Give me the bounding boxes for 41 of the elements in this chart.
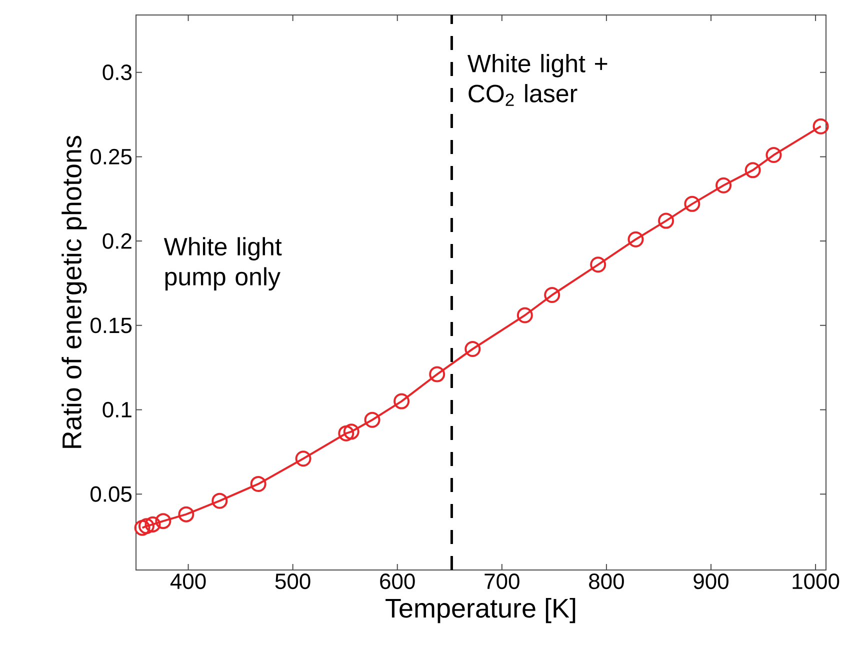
x-tick-label: 400	[170, 574, 206, 590]
point	[516, 307, 533, 324]
point	[744, 162, 761, 178]
point	[394, 393, 410, 410]
x-tick-label: 800	[589, 574, 624, 590]
point	[138, 518, 154, 534]
x-tick-label: 900	[694, 574, 728, 590]
point	[144, 516, 161, 532]
x-tick-label: 700	[484, 574, 520, 590]
annotation: White light + CO$_{2}$ laser	[468, 54, 608, 106]
point	[338, 425, 354, 442]
point	[590, 256, 606, 273]
point	[684, 196, 700, 212]
point	[343, 424, 360, 440]
point	[364, 412, 380, 428]
point	[464, 341, 481, 357]
point	[250, 476, 266, 492]
point	[429, 366, 446, 382]
point	[658, 212, 674, 229]
point	[212, 492, 228, 509]
point	[178, 506, 194, 522]
y-axis-title: Ratio of energetic photons	[62, 136, 87, 448]
y-tick-label: 0.3	[102, 64, 132, 80]
y-tick-label: 0.05	[90, 486, 132, 502]
y-tick-label: 0.25	[90, 148, 132, 164]
x-tick-label: 600	[380, 574, 415, 590]
point	[766, 147, 782, 164]
y-tick-label: 0.1	[102, 402, 132, 418]
point	[155, 513, 172, 530]
x-tick-label: 500	[275, 574, 310, 590]
y-tick-label: 0.15	[90, 318, 132, 334]
point	[812, 118, 829, 134]
annotation: White light pump only	[164, 237, 282, 290]
point	[628, 231, 644, 248]
x-tick-label: 1000	[792, 574, 840, 590]
point	[295, 450, 312, 467]
point	[716, 177, 732, 194]
y-tick-label: 0.2	[102, 233, 132, 249]
point	[134, 520, 150, 536]
point	[544, 287, 560, 304]
x-axis-title: Temperature [K]	[386, 598, 576, 624]
